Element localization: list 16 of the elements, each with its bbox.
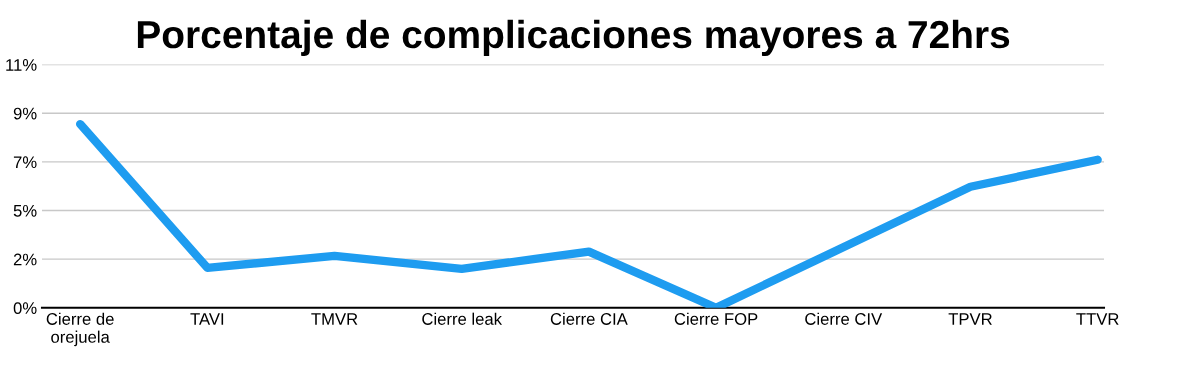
y-tick-label: 0% [13, 302, 37, 314]
x-tick-label: TTVR [1076, 313, 1119, 325]
x-tick-label: Cierre de orejuela [46, 312, 114, 347]
x-tick-label: Cierre CIA [550, 312, 628, 325]
chart-title: Porcentaje de complicaciones mayores a 72hrs [137, 19, 1010, 56]
x-tick-label: TPVR [948, 313, 992, 325]
y-tick-label: 5% [13, 204, 37, 217]
y-tick-label: 9% [13, 107, 37, 120]
y-tick-label: 7% [13, 156, 37, 169]
x-tick-label: Cierre leak [422, 312, 503, 325]
y-tick-label: 11% [6, 59, 37, 71]
x-tick-label: TAVI [190, 313, 224, 325]
y-tick-label: 2% [13, 253, 37, 266]
x-tick-label: TMVR [311, 313, 358, 325]
x-tick-label: Cierre CIV [805, 312, 883, 325]
x-tick-label: Cierre FOP [674, 312, 758, 325]
